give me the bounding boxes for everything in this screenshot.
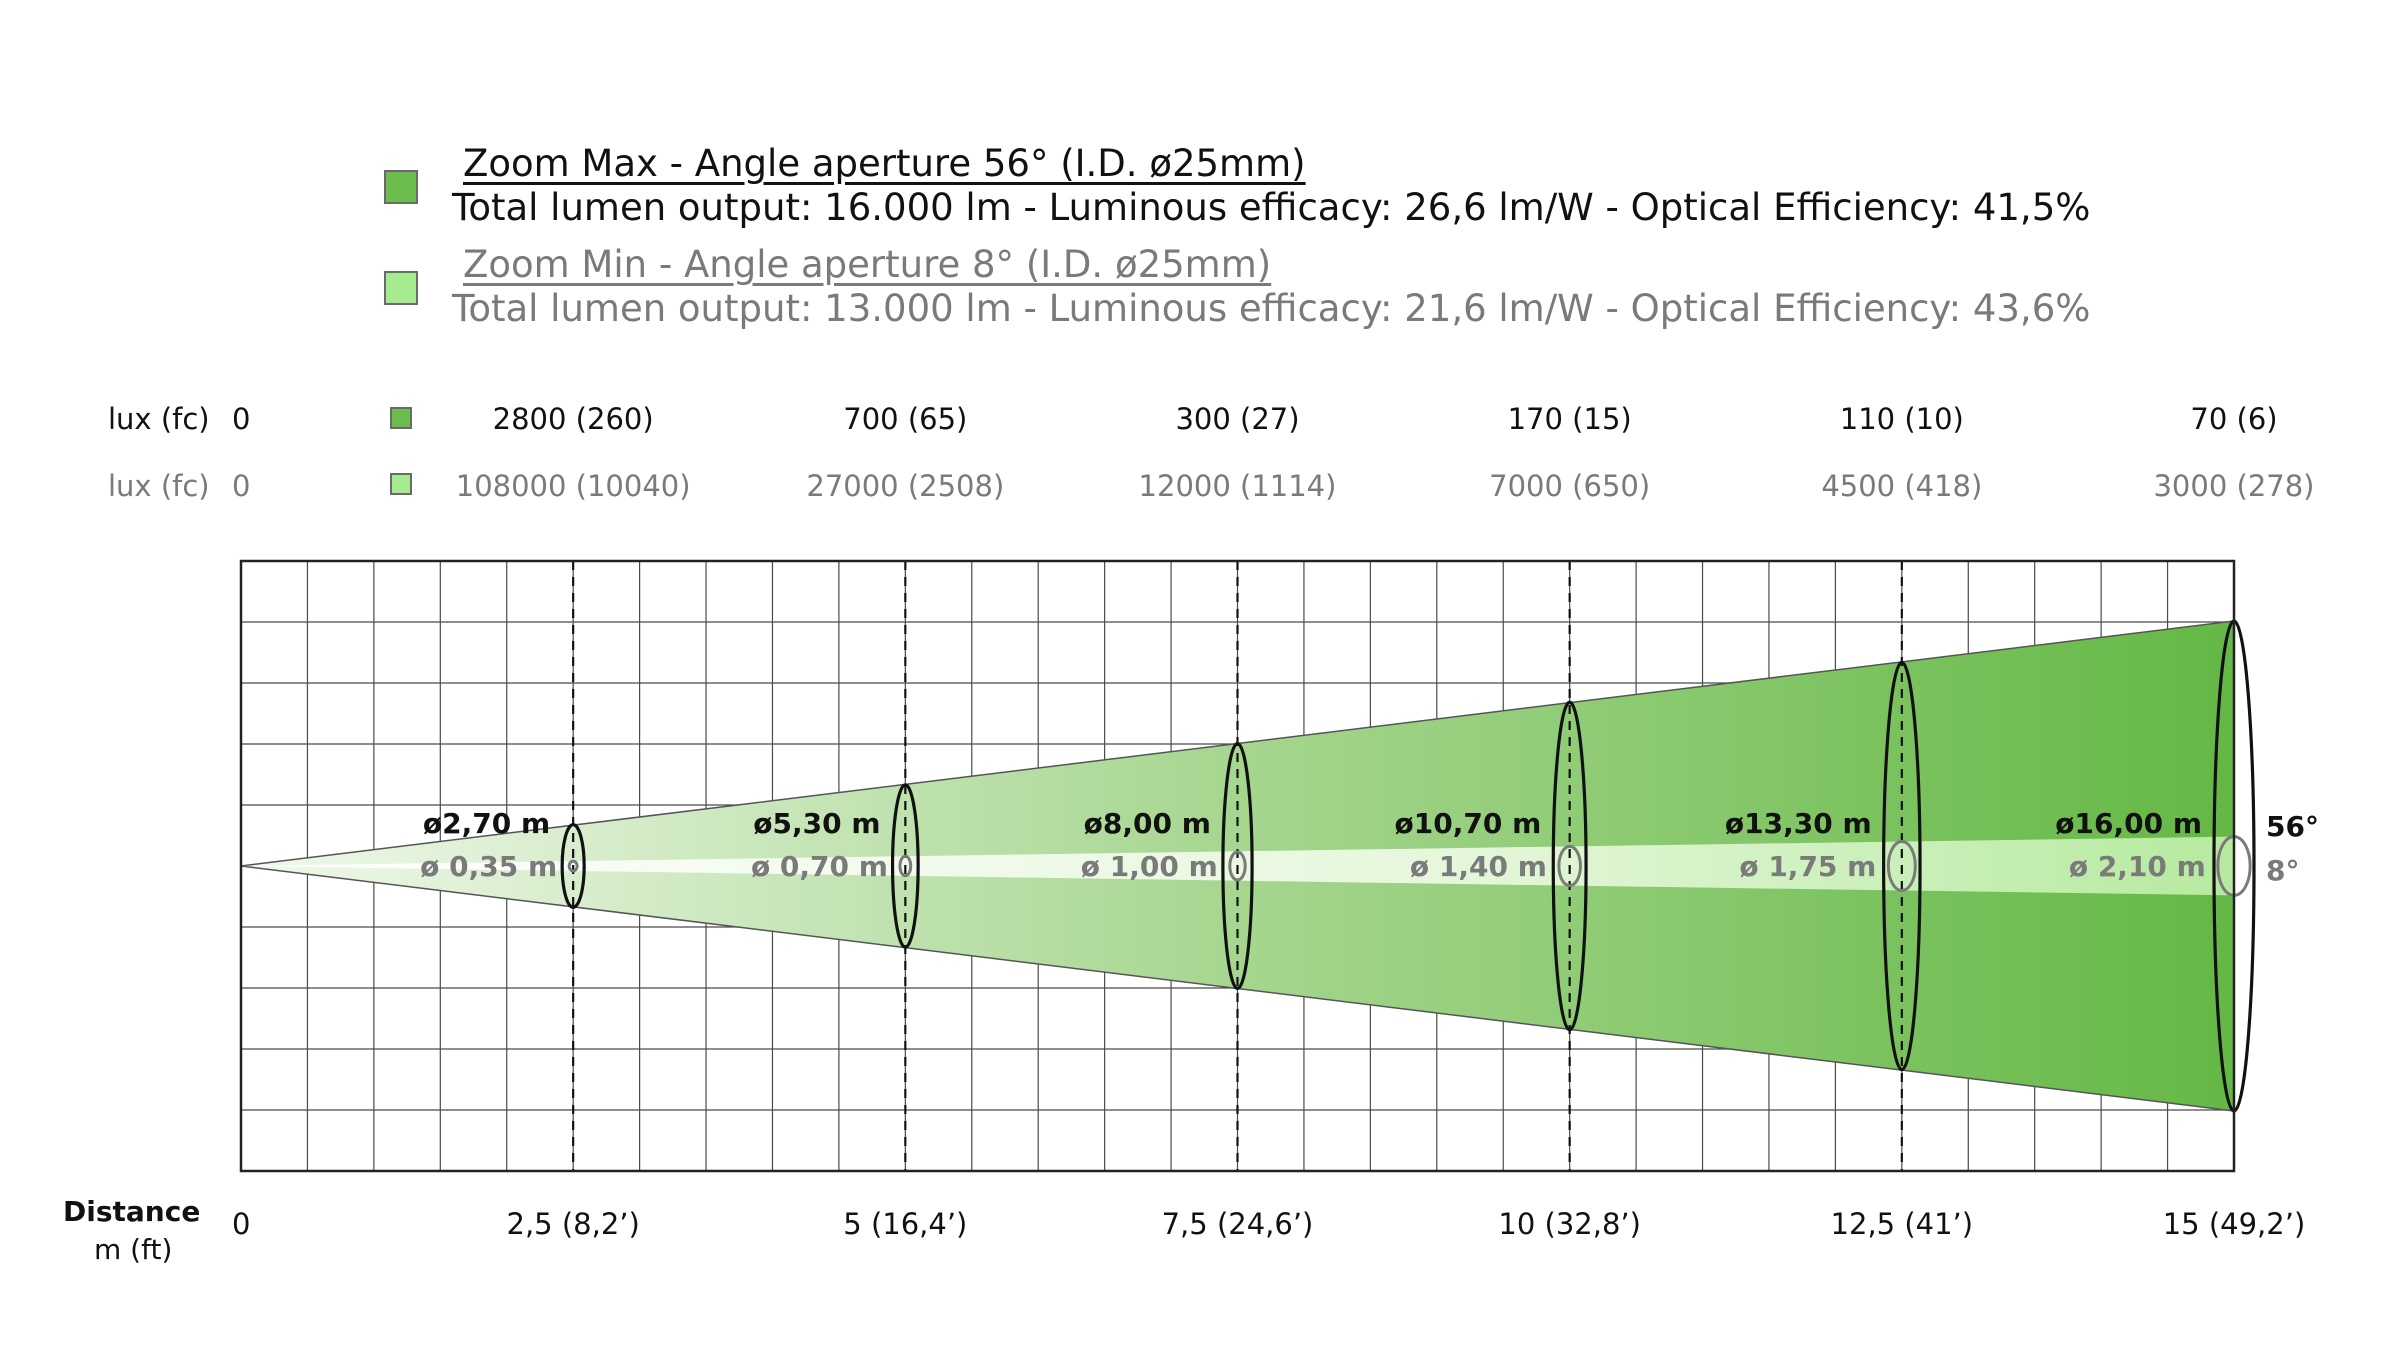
lux-max-value: 700 (65) bbox=[843, 402, 968, 436]
lux-min-value: 4500 (418) bbox=[1821, 469, 1983, 503]
lux-min-value: 27000 (2508) bbox=[806, 469, 1005, 503]
lux-min-swatch bbox=[390, 473, 412, 495]
zoom-max-diameter-label: ø5,30 m bbox=[753, 807, 880, 840]
distance-axis-zero: 0 bbox=[232, 1207, 251, 1241]
zoom-max-diameter-label: ø10,70 m bbox=[1395, 807, 1542, 840]
zoom-min-diameter-label: ø 0,35 m bbox=[420, 850, 557, 883]
zoom-max-legend-swatch bbox=[384, 170, 418, 204]
zoom-min-legend-swatch bbox=[384, 271, 418, 305]
zoom-max-diameter-label: ø8,00 m bbox=[1084, 807, 1211, 840]
zoom-min-legend-info: Total lumen output: 13.000 lm - Luminous… bbox=[452, 287, 2091, 330]
zoom-max-diameter-label: ø13,30 m bbox=[1725, 807, 1872, 840]
lux-min-zero: 0 bbox=[232, 469, 251, 503]
zoom-min-diameter-label: ø 0,70 m bbox=[751, 850, 888, 883]
zoom-min-beam-ellipse bbox=[1886, 840, 1917, 892]
lux-min-value: 108000 (10040) bbox=[455, 469, 691, 503]
lux-max-zero: 0 bbox=[232, 402, 251, 436]
distance-tick-label: 15 (49,2’) bbox=[2162, 1207, 2306, 1241]
lux-min-value: 3000 (278) bbox=[2153, 469, 2315, 503]
zoom-min-legend-title: Zoom Min - Angle aperture 8° (I.D. ø25mm… bbox=[463, 243, 1272, 286]
lux-max-value: 70 (6) bbox=[2190, 402, 2278, 436]
zoom-min-diameter-label: ø 1,40 m bbox=[1410, 850, 1547, 883]
zoom-max-legend-title: Zoom Max - Angle aperture 56° (I.D. ø25m… bbox=[463, 142, 1306, 185]
zoom-max-legend-info: Total lumen output: 16.000 lm - Luminous… bbox=[452, 186, 2091, 229]
plot-frame bbox=[239, 559, 2236, 1173]
lux-max-value: 110 (10) bbox=[1839, 402, 1964, 436]
lux-max-value: 170 (15) bbox=[1507, 402, 1632, 436]
lux-max-label: lux (fc) bbox=[108, 402, 210, 436]
zoom-min-beam-ellipse bbox=[567, 859, 579, 873]
zoom-min-angle-label: 8° bbox=[2266, 854, 2299, 887]
distance-tick-label: 7,5 (24,6’) bbox=[1161, 1207, 1314, 1241]
zoom-min-diameter-label: ø 2,10 m bbox=[2069, 850, 2206, 883]
lux-max-value: 300 (27) bbox=[1175, 402, 1300, 436]
zoom-max-angle-label: 56° bbox=[2266, 810, 2319, 843]
zoom-max-beam-ellipse bbox=[1551, 700, 1588, 1032]
zoom-max-beam-ellipse bbox=[890, 783, 920, 949]
distance-axis-title: Distance bbox=[63, 1195, 201, 1228]
distance-tick-label: 2,5 (8,2’) bbox=[506, 1207, 640, 1241]
zoom-min-diameter-label: ø 1,75 m bbox=[1739, 850, 1876, 883]
zoom-max-beam-ellipse bbox=[1221, 741, 1254, 991]
lux-max-value: 2800 (260) bbox=[492, 402, 654, 436]
beam-labels: ø2,70 m ø 0,35 m ø5,30 m ø 0,70 m ø8,00 m ø 1… bbox=[420, 807, 2319, 887]
lux-min-value: 7000 (650) bbox=[1489, 469, 1651, 503]
zoom-min-beam-ellipse bbox=[1557, 844, 1582, 888]
lux-max-swatch bbox=[390, 407, 412, 429]
zoom-min-diameter-label: ø 1,00 m bbox=[1081, 850, 1218, 883]
zoom-max-diameter-label: ø16,00 m bbox=[2055, 807, 2202, 840]
lux-min-label: lux (fc) bbox=[108, 469, 210, 503]
distance-tick-label: 12,5 (41’) bbox=[1830, 1207, 1974, 1241]
zoom-max-diameter-label: ø2,70 m bbox=[423, 807, 550, 840]
distance-axis-unit: m (ft) bbox=[94, 1233, 173, 1266]
zoom-min-beam-ellipse bbox=[898, 854, 913, 878]
zoom-max-beam-ellipse bbox=[1882, 660, 1922, 1072]
distance-tick-label: 10 (32,8’) bbox=[1498, 1207, 1641, 1241]
distance-tick-label: 5 (16,4’) bbox=[843, 1207, 968, 1241]
lux-min-value: 12000 (1114) bbox=[1138, 469, 1337, 503]
zoom-max-beam-ellipse bbox=[560, 823, 586, 909]
zoom-min-beam-ellipse bbox=[1228, 850, 1247, 882]
